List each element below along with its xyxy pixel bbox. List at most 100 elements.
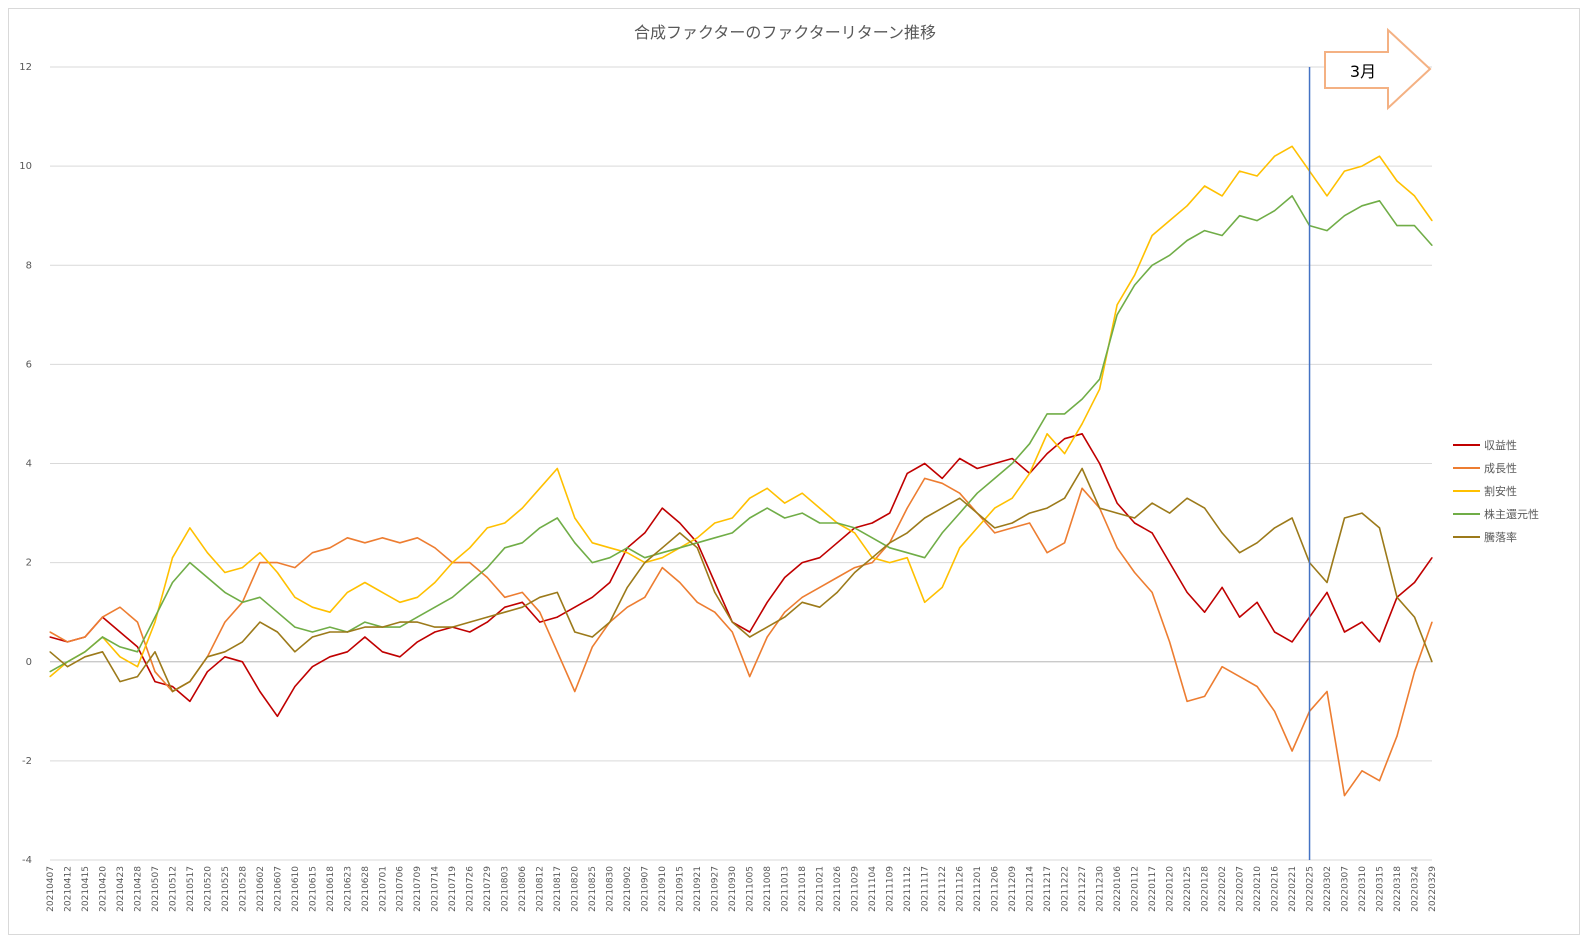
data-point (521, 606, 523, 608)
data-point (1413, 225, 1416, 227)
data-point (871, 522, 873, 524)
x-tick-label: 20211005 (746, 866, 756, 912)
data-point (311, 552, 314, 554)
data-point (924, 557, 926, 559)
data-point (1291, 145, 1293, 147)
data-point (959, 547, 961, 549)
data-point (364, 636, 366, 638)
data-point (416, 616, 418, 618)
x-tick-label: 20211029 (851, 866, 861, 912)
x-tick-label: 20210706 (396, 866, 406, 912)
data-point (521, 542, 523, 544)
x-tick-label: 20210915 (676, 866, 686, 912)
data-point (854, 571, 856, 574)
data-point (556, 467, 558, 470)
x-tick-label: 20210525 (221, 866, 231, 912)
data-point (1256, 220, 1258, 222)
data-point (1081, 398, 1083, 400)
y-tick-label: -2 (22, 756, 32, 767)
data-point (1273, 210, 1276, 212)
y-tick-label: -4 (22, 855, 32, 866)
data-point (189, 700, 191, 703)
data-point (574, 606, 576, 608)
data-point (1081, 423, 1083, 425)
series-4 (49, 195, 1433, 673)
callout-arrow (1324, 27, 1432, 111)
data-point (171, 685, 174, 688)
data-point (644, 532, 646, 534)
data-point (1134, 284, 1136, 286)
x-tick-label: 20210930 (728, 866, 738, 912)
y-tick-label: 12 (19, 62, 32, 73)
data-point (731, 532, 733, 534)
data-point (784, 502, 786, 504)
data-point (504, 611, 506, 613)
series-5 (49, 467, 1433, 693)
data-point (801, 492, 803, 494)
data-point (136, 646, 139, 648)
data-point (661, 557, 663, 559)
x-tick-label: 20211217 (1043, 866, 1053, 912)
y-tick-label: 0 (26, 657, 32, 668)
data-point (1431, 661, 1433, 663)
x-tick-label: 20211026 (833, 866, 843, 912)
data-point (679, 532, 681, 534)
data-point (731, 621, 733, 623)
data-point (1291, 517, 1293, 519)
data-point (276, 631, 279, 633)
data-point (749, 497, 751, 499)
data-point (1151, 591, 1153, 593)
x-tick-label: 20210726 (466, 866, 476, 912)
data-point (1203, 229, 1206, 232)
data-point (1326, 229, 1328, 232)
data-point (941, 482, 943, 484)
data-point (189, 527, 191, 529)
data-point (836, 522, 838, 524)
data-point (1396, 180, 1398, 182)
data-point (416, 641, 418, 643)
x-tick-label: 20210412 (63, 866, 73, 912)
data-point (311, 636, 314, 638)
data-point (1064, 542, 1066, 544)
data-point (241, 601, 244, 603)
data-point (696, 537, 698, 539)
data-point (49, 671, 51, 673)
data-point (1413, 195, 1416, 197)
data-point (1029, 443, 1031, 445)
data-point (924, 477, 926, 479)
data-point (1134, 517, 1136, 519)
x-tick-label: 20220315 (1375, 866, 1385, 912)
data-point (1291, 195, 1293, 197)
data-point (1361, 770, 1363, 772)
series-layer (49, 145, 1433, 797)
data-point (1361, 205, 1363, 207)
data-point (224, 656, 226, 658)
data-point (766, 487, 768, 489)
data-point (1361, 512, 1363, 514)
data-point (189, 562, 191, 564)
data-point (206, 552, 209, 554)
data-point (836, 591, 838, 593)
data-point (206, 656, 209, 658)
data-point (1081, 433, 1083, 435)
data-point (941, 477, 943, 479)
data-point (994, 477, 996, 479)
data-point (924, 462, 926, 465)
data-point (749, 631, 751, 633)
data-point (661, 566, 663, 569)
data-point (714, 581, 716, 584)
x-axis-ticks: 20210407 20210412 20210415 20210420 20210423… (46, 866, 1438, 912)
data-point (574, 517, 576, 519)
data-point (486, 566, 488, 569)
annotation-layer: 3月 (1308, 27, 1432, 860)
data-point (154, 680, 156, 683)
data-point (1029, 512, 1031, 514)
data-point (1396, 735, 1398, 737)
data-point (591, 542, 593, 544)
data-point (1064, 497, 1066, 499)
data-point (1203, 695, 1206, 698)
x-tick-label: 20210907 (641, 866, 651, 912)
data-point (1203, 185, 1206, 187)
data-point (504, 547, 506, 549)
data-point (539, 527, 541, 529)
